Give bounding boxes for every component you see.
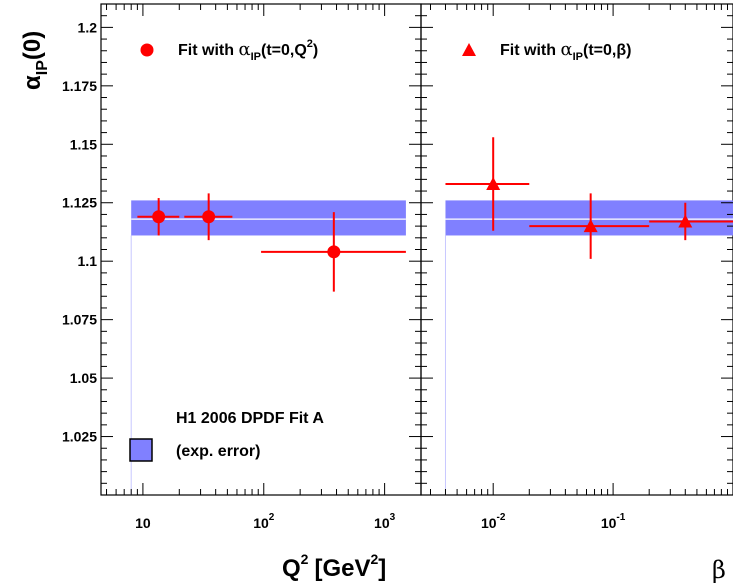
y-tick-label: 1.025 — [62, 429, 97, 445]
plot-frame — [421, 4, 733, 495]
data-point — [327, 245, 340, 258]
x-tick-label-exponent: -1 — [616, 512, 625, 523]
x-axis-title-base: Q — [282, 555, 301, 582]
band-legend-swatch — [130, 439, 152, 461]
legend-marker — [141, 44, 154, 57]
y-tick-label: 1.175 — [62, 78, 97, 94]
data-point — [202, 210, 215, 223]
legend-alpha: α — [560, 39, 572, 60]
x-tick-label-base: 10 — [601, 515, 617, 531]
band-legend-label-line1: H1 2006 DPDF Fit A — [176, 410, 324, 427]
x-tick-label: 10-2 — [481, 512, 506, 531]
y-axis-title-base: α — [19, 75, 46, 90]
y-tick-label: 1.05 — [70, 370, 97, 386]
x-tick-label: 10 — [135, 515, 151, 531]
legend-alpha: α — [238, 39, 250, 60]
x-axis-title-unit-sup: 2 — [370, 551, 378, 567]
y-tick-label: 1.075 — [62, 312, 97, 328]
error-band — [131, 200, 406, 235]
y-tick-label: 1.15 — [70, 136, 97, 152]
x-tick-label: 102 — [253, 512, 275, 531]
legend-sub: IP — [573, 51, 583, 63]
x-tick-label: 103 — [374, 512, 396, 531]
data-point — [152, 210, 165, 223]
legend-prefix: Fit with — [178, 42, 238, 59]
y-axis-title: αIP(0) — [19, 31, 51, 90]
y-tick-label: 1.1 — [78, 253, 98, 269]
legend-marker — [462, 43, 476, 56]
x-tick-label-exponent: 3 — [390, 512, 396, 523]
x-tick-label-exponent: -2 — [497, 512, 506, 523]
svg-text:αIP(0): αIP(0) — [19, 31, 51, 90]
x-axis-title-unit: [GeV — [314, 555, 370, 582]
y-axis-title-sub: IP — [34, 60, 51, 75]
legend-prefix: Fit with — [500, 42, 560, 59]
legend-suffix: (t=0,β) — [583, 42, 631, 59]
legend-label: Fit with αIP(t=0,Q2) — [178, 38, 318, 63]
band-legend: H1 2006 DPDF Fit A (exp. error) — [130, 410, 324, 461]
legend-sub: IP — [251, 51, 261, 63]
x-tick-label-base: 10 — [135, 515, 151, 531]
x-tick-label-base: 10 — [374, 515, 390, 531]
x-tick-label-base: 10 — [253, 515, 269, 531]
x-axis-title-q2: Q2 [GeV2] — [282, 551, 386, 582]
x-tick-label: 10-1 — [601, 512, 626, 531]
y-tick-label: 1.125 — [62, 195, 97, 211]
legend-label: Fit with αIP(t=0,β) — [500, 39, 631, 63]
legend-suffix: (t=0,Q — [261, 42, 307, 59]
x-tick-label-exponent: 2 — [269, 512, 275, 523]
y-tick-label: 1.2 — [78, 19, 98, 35]
x-axis-title-sup: 2 — [301, 551, 309, 567]
x-axis-title-beta: β — [712, 556, 726, 584]
y-axis-title-suffix: (0) — [19, 31, 46, 60]
x-tick-label-base: 10 — [481, 515, 497, 531]
legend-close: ) — [313, 42, 318, 59]
band-legend-label-line2: (exp. error) — [176, 443, 260, 460]
x-axis-title-unit-close: ] — [378, 555, 386, 582]
